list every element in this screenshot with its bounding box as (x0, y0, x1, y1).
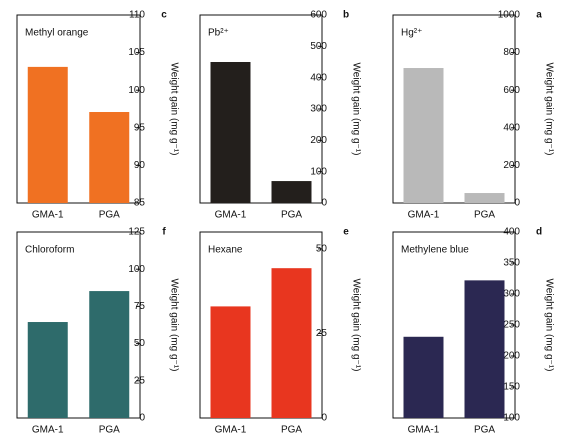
bar (403, 68, 444, 204)
plot-frame (392, 14, 516, 204)
y-tick-label: 90 (134, 160, 146, 171)
y-tick-label: 250 (503, 320, 520, 331)
annotation: Methyl orange (25, 28, 89, 39)
x-tick-label: PGA (474, 425, 495, 436)
plot-frame (199, 231, 323, 419)
y-tick-label: 600 (310, 10, 327, 21)
y-tick-label: 400 (503, 227, 520, 238)
y-tick-label: 300 (310, 104, 327, 115)
panel: 100 150 200 250 300 350 400 Weight gain (mg g⁻¹… (392, 227, 554, 436)
y-tick-label: 50 (316, 244, 328, 255)
y-tick-label: 200 (310, 135, 327, 146)
annotation: Chloroform (25, 245, 74, 256)
x-tick-label: GMA-1 (215, 210, 247, 221)
bar (271, 268, 312, 418)
y-tick-label: 0 (321, 198, 327, 209)
x-tick-label: PGA (281, 210, 302, 221)
y-tick-label: 300 (503, 289, 520, 300)
y-tick-label: 200 (503, 351, 520, 362)
panel: 85 90 95 100 105 110 Weight gain (mg g⁻¹) c Meth… (16, 10, 179, 221)
y-tick-label: 75 (134, 301, 146, 312)
y-tick-label: 0 (514, 198, 520, 209)
x-tick-label: PGA (474, 210, 495, 221)
panel: 0 25 50 Weight gain (mg g⁻¹) e Hexane PGA GMA-1 (199, 227, 361, 436)
y-tick-label: 100 (128, 264, 145, 275)
plot-frame (16, 231, 141, 419)
bar (464, 193, 505, 203)
y-tick-label: 0 (321, 413, 327, 424)
y-tick-label: 100 (310, 166, 327, 177)
bar (89, 112, 130, 203)
y-axis-label: Weight gain (mg g⁻¹) (543, 63, 554, 156)
y-tick-label: 110 (129, 10, 145, 21)
y-tick-label: 500 (310, 41, 327, 52)
y-tick-label: 200 (503, 160, 520, 171)
panel: 0 25 50 75 100 125 Weight gain (mg g⁻¹) f Chloro… (16, 227, 179, 436)
y-tick-label: 400 (310, 72, 327, 83)
y-tick-label: 125 (128, 227, 145, 238)
panel-letter: d (536, 227, 542, 238)
panel-letter: e (343, 227, 349, 238)
x-tick-label: GMA-1 (408, 210, 440, 221)
y-tick-label: 100 (128, 85, 145, 96)
y-tick-label: 50 (134, 338, 146, 349)
bar (271, 181, 312, 203)
y-axis-label: Weight gain (mg g⁻¹) (168, 279, 179, 372)
bar (464, 280, 505, 418)
y-tick-label: 100 (503, 413, 520, 424)
y-tick-label: 0 (139, 413, 145, 424)
bar (27, 322, 68, 418)
y-axis-label: Weight gain (mg g⁻¹) (168, 63, 179, 156)
x-tick-label: GMA-1 (408, 425, 440, 436)
annotation: Pb²⁺ (208, 28, 229, 39)
y-axis-label: Weight gain (mg g⁻¹) (350, 279, 361, 372)
bar (403, 336, 444, 418)
x-tick-label: GMA-1 (215, 425, 247, 436)
panel: 0 200 400 600 800 1000 Weight gain (mg g⁻¹) a Hg… (392, 10, 554, 221)
annotation: Hg²⁺ (401, 28, 422, 39)
bar (210, 62, 251, 203)
bar (27, 66, 68, 203)
y-tick-label: 800 (503, 47, 520, 58)
plot-frame (16, 14, 141, 204)
y-axis-label: Weight gain (mg g⁻¹) (543, 279, 554, 372)
y-tick-label: 150 (503, 382, 520, 393)
y-tick-label: 85 (134, 198, 146, 209)
x-tick-label: GMA-1 (32, 425, 64, 436)
y-tick-label: 25 (316, 328, 328, 339)
x-tick-label: PGA (99, 210, 120, 221)
panel-letter: a (536, 10, 542, 21)
x-tick-label: GMA-1 (32, 210, 64, 221)
annotation: Hexane (208, 245, 243, 256)
panel-letter: b (343, 10, 349, 21)
y-tick-label: 25 (134, 375, 146, 386)
annotation: Methylene blue (401, 245, 469, 256)
panel-letter: f (162, 227, 166, 238)
bar (89, 291, 130, 418)
y-tick-label: 600 (503, 85, 520, 96)
x-tick-label: PGA (281, 425, 302, 436)
y-tick-label: 350 (503, 258, 520, 269)
panel-letter: c (161, 10, 167, 21)
y-tick-label: 1000 (498, 10, 521, 21)
panel: 0 100 200 300 400 500 600 Weight gain (mg g⁻¹) b… (199, 10, 361, 221)
x-tick-label: PGA (99, 425, 120, 436)
y-axis-label: Weight gain (mg g⁻¹) (350, 63, 361, 156)
bar (210, 306, 251, 418)
y-tick-label: 400 (503, 122, 520, 133)
y-tick-label: 105 (128, 47, 145, 58)
y-tick-label: 95 (134, 122, 146, 133)
